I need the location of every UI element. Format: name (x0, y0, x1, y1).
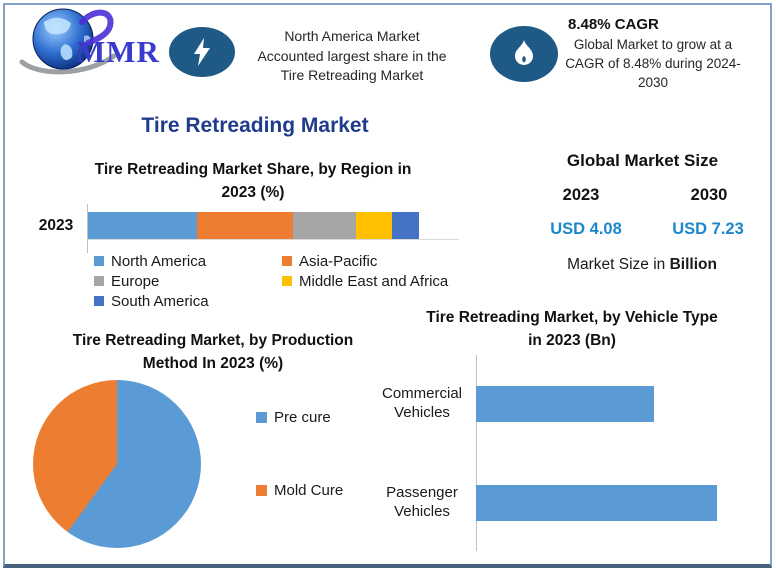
legend-marker-mold-cure (256, 485, 267, 496)
vehicle-chart-title-line-2: in 2023 (Bn) (528, 332, 616, 349)
market-size-note-prefix: Market Size in (567, 256, 670, 273)
market-size-year-2023: 2023 (562, 186, 600, 204)
vehicle-bar-passenger-vehicles (476, 484, 717, 521)
region-x-axis-line (87, 239, 459, 240)
vehicle-row-commercial-vehicles: Commercial Vehicles (376, 385, 756, 422)
region-segment-north-america (88, 212, 198, 239)
region-segment-south-america (392, 212, 419, 239)
cagr-title: 8.48% CAGR (568, 16, 659, 33)
market-size-note-unit: Billion (669, 256, 717, 273)
market-size-note: Market Size in Billion (530, 256, 754, 274)
legend-item-middle-east-and-africa: Middle East and Africa (282, 271, 512, 291)
pie-legend: Pre cure Mold Cure (256, 409, 343, 499)
legend-marker-europe (94, 276, 104, 286)
brand-swoosh-icon (79, 9, 114, 46)
lightning-icon (194, 38, 210, 66)
region-segment-asia-pacific (197, 212, 294, 239)
market-size-year-2030: 2030 (690, 186, 728, 204)
market-size-value-2023: USD 4.08 (550, 220, 622, 238)
legend-label-north-america: North America (111, 252, 207, 270)
pie-chart-title: Tire Retreading Market, by Production Me… (36, 329, 390, 375)
legend-item-mold-cure: Mold Cure (256, 482, 343, 499)
vehicle-y-axis-line (476, 355, 477, 551)
region-chart-title-line-2: 2023 (%) (221, 184, 285, 201)
vehicle-chart-title-line-1: Tire Retreading Market, by Vehicle Type (426, 309, 718, 326)
legend-marker-south-america (94, 296, 104, 306)
vehicle-rows: Commercial Vehicles Passenger Vehicles (376, 357, 756, 521)
header-insight: North America Market Accounted largest s… (252, 27, 452, 86)
region-chart-title-line-1: Tire Retreading Market Share, by Region … (94, 161, 412, 178)
vehicle-label-commercial-vehicles: Commercial Vehicles (381, 385, 462, 421)
region-stacked-bar (88, 212, 419, 239)
legend-marker-north-america (94, 256, 104, 266)
insight-line-1: North America Market (284, 28, 420, 44)
region-segment-europe (293, 212, 357, 239)
legend-label-europe: Europe (111, 272, 160, 290)
region-chart-title: Tire Retreading Market Share, by Region … (85, 158, 421, 204)
legend-item-pre-cure: Pre cure (256, 409, 343, 426)
production-pie (33, 380, 201, 548)
pie-chart-title-line-1: Tire Retreading Market, by Production (72, 332, 354, 349)
legend-label-middle-east-and-africa: Middle East and Africa (299, 272, 449, 290)
cagr-block: 8.48% CAGR Global Market to grow at a CA… (556, 16, 750, 92)
cagr-line-2: CAGR of 8.48% during 2024- (565, 56, 741, 71)
pie-chart-title-line-2: Method In 2023 (%) (142, 355, 284, 372)
region-y-axis-line (87, 204, 88, 253)
vehicle-bar-commercial-vehicles (476, 385, 654, 422)
legend-label-pre-cure: Pre cure (274, 409, 331, 426)
legend-item-europe: Europe (94, 271, 282, 291)
swoosh-icon (19, 53, 117, 75)
flame-badge (490, 26, 558, 82)
page-title: Tire Retreading Market (141, 114, 369, 137)
insight-line-3: Tire Retreading Market (280, 67, 424, 83)
mmr-logo: MMR (19, 8, 160, 75)
market-size-value-2030: USD 7.23 (672, 220, 744, 238)
region-segment-middle-east-and-africa (356, 212, 393, 239)
cagr-line-1: Global Market to grow at a (573, 37, 733, 52)
legend-label-mold-cure: Mold Cure (274, 482, 344, 499)
legend-item-north-america: North America (94, 251, 282, 271)
insight-line-2: Accounted largest share in the (257, 47, 447, 64)
region-axis-label: 2023 (38, 217, 74, 234)
cagr-body: Global Market to grow at a CAGR of 8.48%… (556, 35, 750, 92)
market-size-title: Global Market Size (566, 151, 719, 170)
legend-marker-pre-cure (256, 412, 267, 423)
vehicle-label-passenger-vehicles: Passenger Vehicles (386, 484, 458, 520)
legend-label-south-america: South America (111, 292, 209, 310)
legend-label-asia-pacific: Asia-Pacific (299, 252, 378, 270)
flame-icon (515, 40, 533, 65)
legend-marker-asia-pacific (282, 256, 292, 266)
cagr-line-3: 2030 (637, 75, 669, 90)
vehicle-chart-title: Tire Retreading Market, by Vehicle Type … (396, 306, 748, 352)
brand-text: MMR (76, 34, 160, 69)
region-legend: North America Asia-Pacific Europe Middle Ea… (94, 251, 512, 311)
vehicle-row-passenger-vehicles: Passenger Vehicles (376, 484, 756, 521)
legend-item-south-america: South America (94, 291, 282, 311)
legend-item-asia-pacific: Asia-Pacific (282, 251, 512, 271)
lightning-badge (169, 27, 235, 77)
legend-marker-middle-east-and-africa (282, 276, 292, 286)
